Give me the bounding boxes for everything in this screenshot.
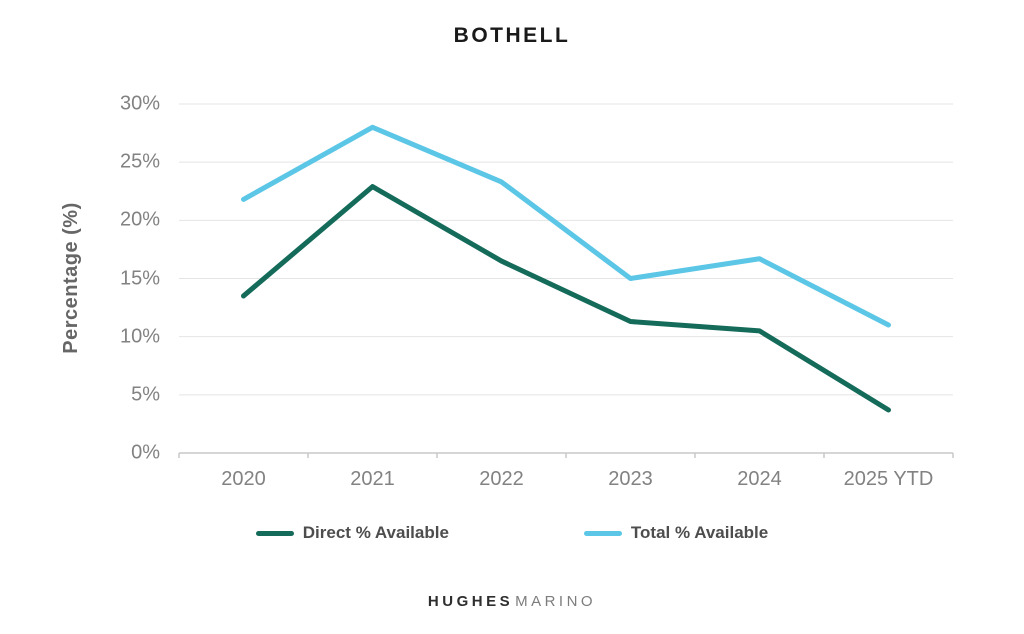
legend-label-direct: Direct % Available [302,523,449,542]
x-axis-label: 2020 [221,468,266,490]
y-tick-label: 15% [119,267,160,289]
x-axis-label: 2025 YTD [843,468,934,490]
y-tick-label: 20% [119,208,160,231]
brand-logo-marino: MARINO [515,593,597,610]
legend-item-total: Total % Available [583,523,769,543]
y-tick-label: 25% [119,150,160,173]
y-tick-label: 5% [131,383,160,406]
legend: Direct % Available Total % Available [0,523,1024,543]
y-tick-label: 10% [119,325,160,348]
x-axis-label: 2024 [737,468,782,490]
legend-swatch-total-icon [583,530,622,536]
series-line-total [241,124,891,328]
x-axis-labels: 2020 2021 2022 2023 2024 2025 YTD [0,468,1024,494]
plot-area [178,103,954,458]
chart-title: BOTHELL [453,24,571,47]
series-line-direct [241,184,891,413]
x-axis-label: 2022 [479,468,524,490]
brand-logo: HUGHES MARINO [0,593,1024,610]
x-axis-label: 2021 [350,468,395,490]
y-tick-label: 30% [119,92,160,115]
legend-swatch-direct-icon [255,530,294,536]
legend-label-total: Total % Available [630,523,769,542]
y-tick-label: 0% [131,441,160,464]
brand-logo-hughes: HUGHES [427,593,514,610]
x-axis-label: 2023 [608,468,653,490]
legend-item-direct: Direct % Available [255,523,449,543]
